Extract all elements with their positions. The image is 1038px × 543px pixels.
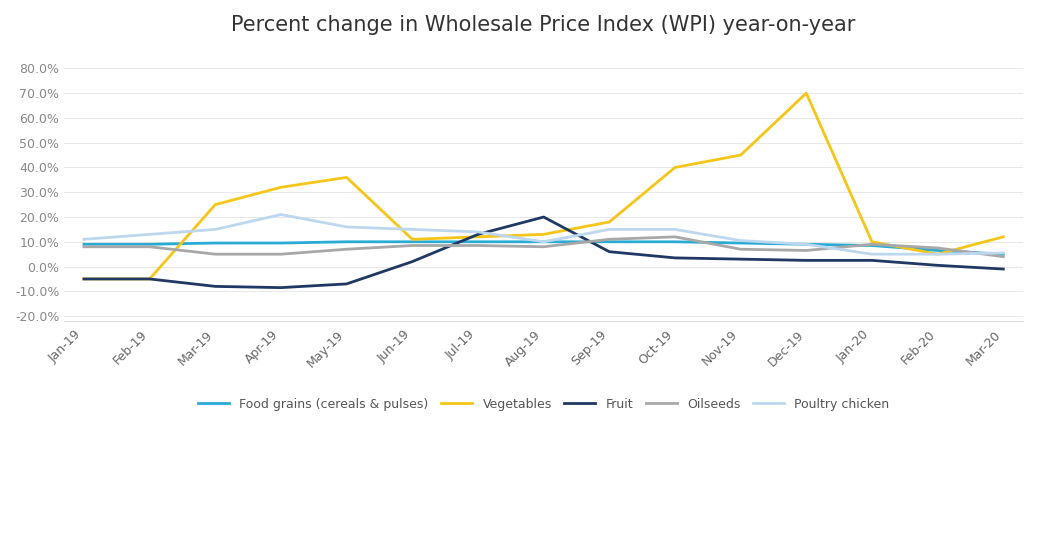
Fruit — [603, 249, 616, 255]
Fruit — [471, 231, 484, 238]
Food grains (cereals & pulses) — [735, 240, 747, 247]
Oilseeds — [406, 242, 418, 249]
Vegetables — [406, 236, 418, 243]
Oilseeds — [668, 233, 681, 240]
Poultry chicken — [275, 211, 288, 218]
Vegetables — [275, 184, 288, 191]
Oilseeds — [998, 254, 1010, 260]
Poultry chicken — [735, 237, 747, 244]
Title: Percent change in Wholesale Price Index (WPI) year-on-year: Percent change in Wholesale Price Index … — [231, 15, 855, 35]
Vegetables — [143, 276, 156, 282]
Oilseeds — [735, 246, 747, 252]
Oilseeds — [275, 251, 288, 257]
Vegetables — [340, 174, 353, 181]
Oilseeds — [78, 243, 90, 250]
Poultry chicken — [668, 226, 681, 232]
Line: Poultry chicken: Poultry chicken — [84, 214, 1004, 254]
Oilseeds — [209, 251, 221, 257]
Poultry chicken — [603, 226, 616, 232]
Food grains (cereals & pulses) — [931, 247, 944, 254]
Food grains (cereals & pulses) — [340, 238, 353, 245]
Line: Fruit: Fruit — [84, 217, 1004, 288]
Vegetables — [78, 276, 90, 282]
Poultry chicken — [800, 241, 813, 248]
Fruit — [406, 258, 418, 265]
Food grains (cereals & pulses) — [998, 251, 1010, 257]
Food grains (cereals & pulses) — [209, 240, 221, 247]
Food grains (cereals & pulses) — [143, 241, 156, 248]
Food grains (cereals & pulses) — [275, 240, 288, 247]
Poultry chicken — [406, 226, 418, 232]
Fruit — [340, 281, 353, 287]
Fruit — [209, 283, 221, 289]
Oilseeds — [866, 241, 878, 248]
Oilseeds — [800, 247, 813, 254]
Oilseeds — [603, 236, 616, 243]
Vegetables — [603, 219, 616, 225]
Food grains (cereals & pulses) — [471, 238, 484, 245]
Fruit — [275, 285, 288, 291]
Vegetables — [931, 251, 944, 257]
Fruit — [78, 276, 90, 282]
Fruit — [668, 255, 681, 261]
Line: Vegetables: Vegetables — [84, 93, 1004, 279]
Poultry chicken — [538, 238, 550, 245]
Vegetables — [866, 238, 878, 245]
Food grains (cereals & pulses) — [406, 238, 418, 245]
Food grains (cereals & pulses) — [800, 241, 813, 248]
Fruit — [735, 256, 747, 262]
Vegetables — [800, 90, 813, 97]
Fruit — [800, 257, 813, 264]
Vegetables — [209, 201, 221, 208]
Vegetables — [735, 152, 747, 159]
Food grains (cereals & pulses) — [668, 238, 681, 245]
Fruit — [866, 257, 878, 264]
Vegetables — [538, 231, 550, 238]
Poultry chicken — [143, 231, 156, 238]
Fruit — [998, 266, 1010, 272]
Line: Oilseeds: Oilseeds — [84, 237, 1004, 257]
Vegetables — [668, 164, 681, 171]
Food grains (cereals & pulses) — [78, 241, 90, 248]
Oilseeds — [471, 242, 484, 249]
Fruit — [931, 262, 944, 269]
Fruit — [538, 214, 550, 220]
Line: Food grains (cereals & pulses): Food grains (cereals & pulses) — [84, 242, 1004, 254]
Food grains (cereals & pulses) — [866, 242, 878, 249]
Oilseeds — [931, 245, 944, 251]
Oilseeds — [340, 246, 353, 252]
Poultry chicken — [998, 250, 1010, 256]
Fruit — [143, 276, 156, 282]
Food grains (cereals & pulses) — [538, 238, 550, 245]
Poultry chicken — [866, 251, 878, 257]
Poultry chicken — [78, 236, 90, 243]
Oilseeds — [538, 243, 550, 250]
Vegetables — [471, 233, 484, 240]
Legend: Food grains (cereals & pulses), Vegetables, Fruit, Oilseeds, Poultry chicken: Food grains (cereals & pulses), Vegetabl… — [193, 393, 894, 415]
Poultry chicken — [931, 251, 944, 257]
Vegetables — [998, 233, 1010, 240]
Oilseeds — [143, 243, 156, 250]
Food grains (cereals & pulses) — [603, 238, 616, 245]
Poultry chicken — [340, 224, 353, 230]
Poultry chicken — [209, 226, 221, 232]
Poultry chicken — [471, 229, 484, 235]
